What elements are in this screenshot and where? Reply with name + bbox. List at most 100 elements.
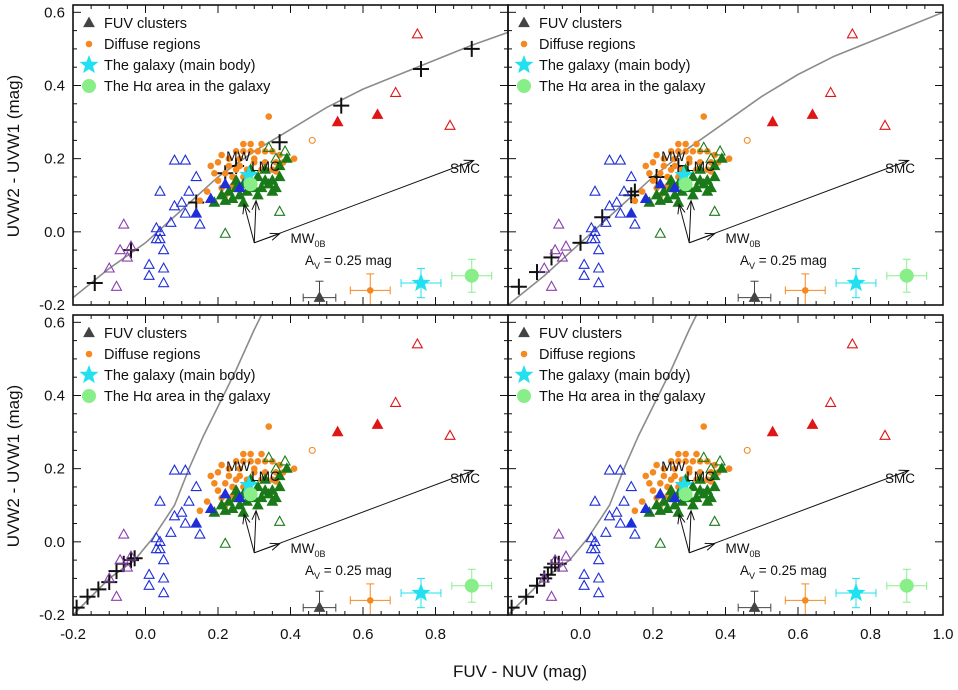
model-age-cross xyxy=(518,588,535,605)
data-point xyxy=(682,458,689,465)
data-point xyxy=(625,207,638,218)
error-bar xyxy=(737,280,772,305)
error-bar-marker xyxy=(748,291,761,302)
legend-label: FUV clusters xyxy=(539,326,622,342)
data-point xyxy=(143,568,156,579)
data-point xyxy=(589,495,601,506)
data-point xyxy=(603,199,616,211)
model-age-cross xyxy=(594,209,611,226)
model-age-cross xyxy=(463,40,480,57)
data-point xyxy=(654,537,667,548)
model-track-line xyxy=(73,31,508,299)
data-point xyxy=(143,579,156,590)
data-point xyxy=(618,495,630,506)
extinction-label: MW0B xyxy=(291,231,326,249)
data-point xyxy=(578,568,591,579)
extinction-arrowhead xyxy=(251,199,260,211)
data-point xyxy=(239,165,259,184)
data-point xyxy=(150,542,163,554)
extinction-vector xyxy=(243,204,255,243)
data-point xyxy=(708,480,721,492)
data-point xyxy=(190,480,203,492)
data-point xyxy=(603,464,616,475)
model-age-cross xyxy=(271,134,288,151)
data-point xyxy=(697,451,710,462)
data-point xyxy=(714,144,726,156)
data-point xyxy=(674,475,694,494)
data-point xyxy=(254,458,262,465)
error-bar xyxy=(784,583,826,615)
y-tick-label: 0.0 xyxy=(44,224,65,241)
data-point xyxy=(538,571,551,583)
data-point xyxy=(806,108,819,119)
data-point xyxy=(262,141,275,152)
data-point xyxy=(665,484,678,495)
data-point xyxy=(682,148,689,155)
data-point xyxy=(371,108,384,119)
legend-label: FUV clusters xyxy=(539,16,622,32)
legend-label: Diffuse regions xyxy=(104,347,200,363)
x-tick-label: 0.0 xyxy=(570,626,591,643)
data-point xyxy=(585,232,598,244)
extinction-label: MW xyxy=(226,149,250,164)
data-point xyxy=(599,526,612,537)
y-tick-label: 0.0 xyxy=(44,534,65,551)
extinction-vector xyxy=(253,510,257,553)
x-tick-label: 0.2 xyxy=(643,626,664,643)
data-point xyxy=(675,140,682,148)
legend-marker xyxy=(82,389,96,403)
extinction-label: SMC xyxy=(885,471,915,486)
data-point xyxy=(221,169,229,177)
data-point xyxy=(654,177,667,189)
data-point xyxy=(240,148,247,155)
legend-label: The Hα area in the galaxy xyxy=(539,389,706,405)
data-point xyxy=(675,458,682,465)
error-bar xyxy=(784,273,826,305)
data-point xyxy=(214,159,222,166)
data-point xyxy=(225,155,233,162)
data-point xyxy=(649,487,657,494)
data-point xyxy=(179,517,192,528)
data-point xyxy=(143,258,156,269)
data-point xyxy=(682,140,689,148)
data-point xyxy=(549,553,562,565)
data-point xyxy=(411,27,424,39)
data-point xyxy=(218,151,225,159)
data-point xyxy=(233,181,246,193)
data-point xyxy=(179,464,192,475)
data-point xyxy=(230,174,243,185)
data-point xyxy=(660,472,668,480)
extinction-vector xyxy=(688,510,692,553)
data-point xyxy=(631,507,639,515)
error-bar xyxy=(302,280,337,305)
data-point xyxy=(219,537,232,548)
data-point xyxy=(168,199,181,211)
data-point xyxy=(331,115,344,127)
data-point xyxy=(196,197,204,205)
legend-label: Diffuse regions xyxy=(104,37,200,53)
data-point xyxy=(725,155,733,162)
data-point xyxy=(824,396,837,407)
data-point xyxy=(236,155,244,162)
x-tick-label: 0.6 xyxy=(788,626,809,643)
data-point xyxy=(273,469,286,481)
extinction-scale-label: AV = 0.25 mag xyxy=(305,563,392,581)
data-point xyxy=(646,479,653,487)
data-point xyxy=(273,170,286,182)
data-point xyxy=(444,429,456,440)
data-point xyxy=(697,487,710,499)
legend-marker xyxy=(514,55,534,74)
data-point xyxy=(592,276,605,288)
data-point xyxy=(668,491,681,503)
data-point xyxy=(204,192,217,204)
data-point xyxy=(697,141,710,152)
data-point xyxy=(250,465,258,472)
y-tick-label: 0.4 xyxy=(44,77,65,94)
data-point xyxy=(708,205,721,216)
extinction-vector xyxy=(678,514,690,553)
data-point xyxy=(552,528,565,539)
data-point xyxy=(232,476,240,483)
model-age-cross xyxy=(73,599,85,615)
x-tick-label: 0.0 xyxy=(135,626,156,643)
